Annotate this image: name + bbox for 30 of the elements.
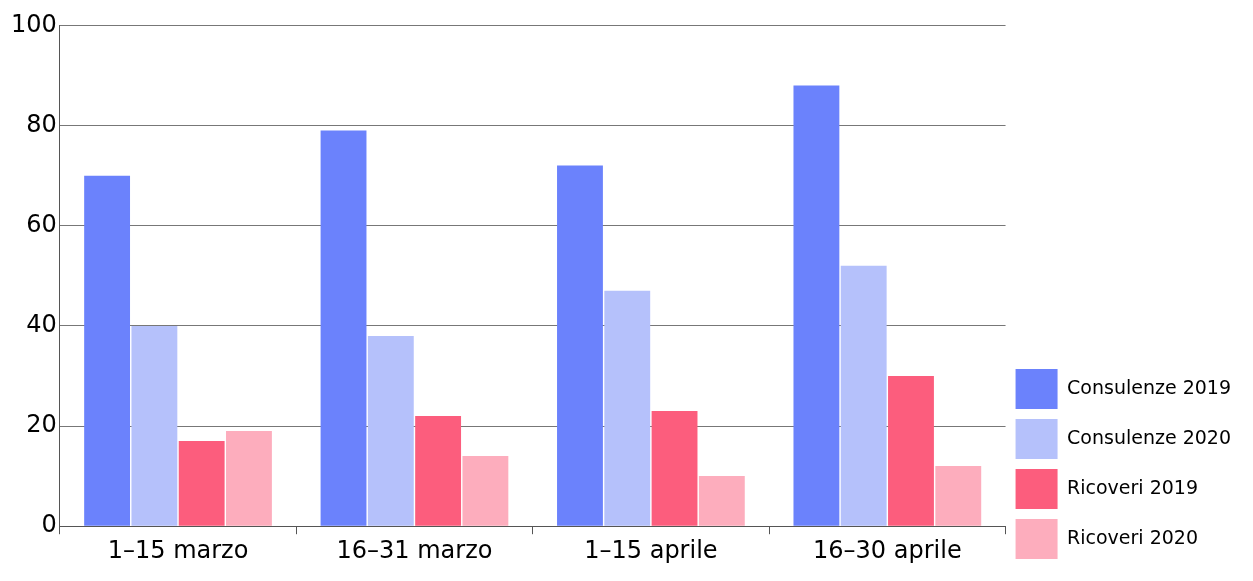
- bar: [698, 476, 745, 526]
- bar: [557, 165, 603, 526]
- legend-label: Ricoveri 2019: [1067, 475, 1199, 498]
- bar: [888, 375, 934, 526]
- x-tick-label: 16–31 marzo: [336, 535, 493, 564]
- bar: [131, 325, 178, 526]
- legend-label: Ricoveri 2020: [1067, 525, 1199, 548]
- bar: [320, 130, 367, 526]
- bar: [226, 431, 272, 526]
- y-tick-label: 60: [26, 209, 57, 238]
- bar: [604, 290, 651, 526]
- bar: [935, 466, 982, 526]
- bar: [84, 175, 131, 526]
- x-tick-label: 1–15 marzo: [107, 535, 249, 564]
- bar: [840, 265, 887, 526]
- x-tick-label: 1–15 aprile: [584, 535, 718, 564]
- bar: [415, 416, 462, 526]
- y-tick-label: 100: [11, 9, 57, 38]
- bar: [367, 335, 414, 526]
- y-tick-label: 0: [41, 510, 57, 539]
- bar: [462, 456, 509, 526]
- bar: [178, 441, 225, 526]
- x-tick-label: 16–30 aprile: [813, 535, 962, 564]
- y-tick-label: 80: [26, 109, 57, 138]
- y-tick-label: 40: [26, 310, 57, 339]
- bar: [651, 411, 698, 526]
- y-tick-label: 20: [26, 410, 57, 439]
- bar: [793, 85, 840, 526]
- legend-label: Consulenze 2019: [1067, 375, 1232, 398]
- legend-label: Consulenze 2020: [1067, 425, 1232, 448]
